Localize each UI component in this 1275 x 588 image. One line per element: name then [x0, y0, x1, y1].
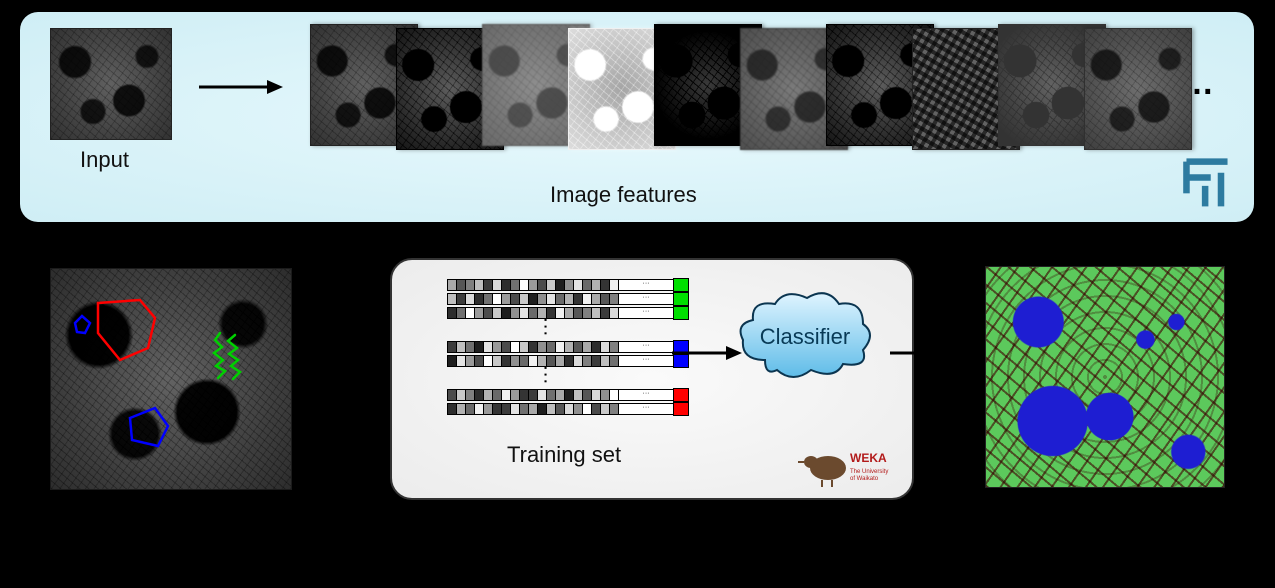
image-features-panel: Input … Image features: [20, 12, 1254, 222]
annotation-scribble: [98, 300, 155, 360]
input-image: [50, 28, 172, 140]
feature-vector-row: ···: [448, 354, 689, 368]
training-set-label: Training set: [507, 442, 621, 468]
features-label: Image features: [550, 182, 697, 208]
arrow-input-to-features: [195, 72, 285, 102]
input-label: Input: [80, 147, 129, 173]
annotation-scribble: [214, 333, 225, 378]
vdots-2: ···: [538, 366, 554, 386]
feature-vector-row: ···: [448, 306, 689, 320]
weka-logo: WEKA The University of Waikato: [798, 440, 898, 488]
feature-vector-row: ···: [448, 402, 689, 416]
weka-text: WEKA: [850, 451, 887, 465]
feature-image: [1084, 28, 1192, 150]
feature-vector-row: ···: [448, 340, 689, 354]
annotations-overlay: [50, 268, 290, 488]
annotated-input-image: [50, 268, 290, 488]
feature-vector-row: ···: [448, 388, 689, 402]
classifier-label: Classifier: [760, 324, 850, 349]
fiji-logo-icon: [1178, 156, 1236, 212]
arrow-classifier-to-output: [886, 338, 974, 368]
vdots-1: ···: [538, 318, 554, 338]
feature-vector-row: ···: [448, 278, 689, 292]
segmented-output-image: [985, 266, 1225, 488]
weka-uni2: of Waikato: [850, 476, 879, 482]
classifier-cloud: Classifier: [735, 290, 875, 382]
feature-vector-row: ···: [448, 292, 689, 306]
annotation-scribble: [130, 408, 168, 446]
annotation-scribble: [75, 316, 90, 333]
annotation-scribble: [228, 335, 240, 379]
weka-uni1: The University: [850, 469, 888, 475]
